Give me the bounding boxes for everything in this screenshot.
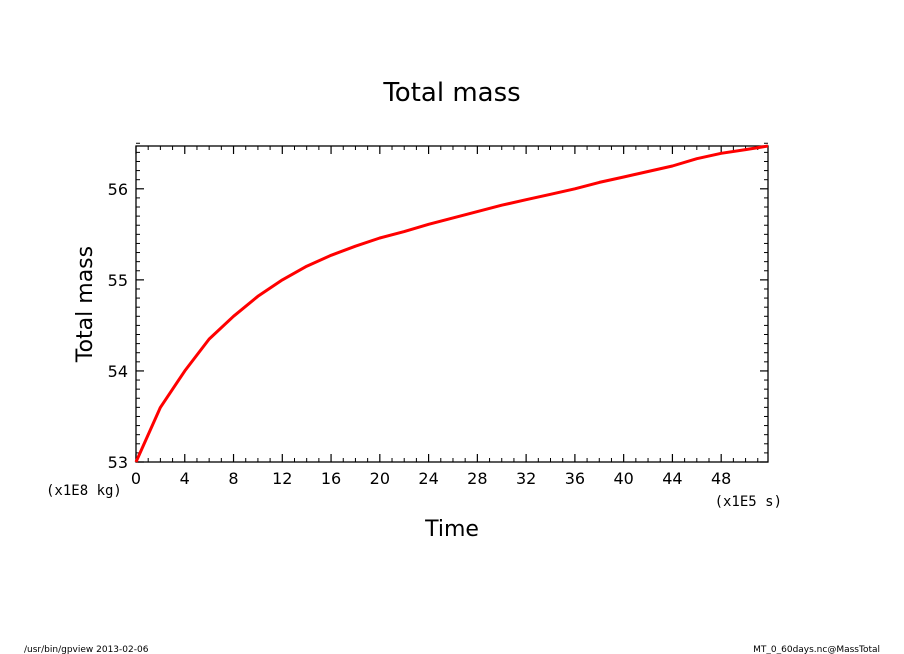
x-tick-label: 12 bbox=[272, 469, 292, 488]
x-tick-label: 44 bbox=[662, 469, 682, 488]
plot-frame bbox=[135, 145, 769, 463]
x-tick-label: 8 bbox=[228, 469, 238, 488]
x-tick-label: 28 bbox=[467, 469, 487, 488]
y-axis-label: Total mass bbox=[73, 246, 98, 363]
x-tick-label: 4 bbox=[180, 469, 190, 488]
y-tick-label: 54 bbox=[108, 362, 128, 381]
x-tick-label: 36 bbox=[565, 469, 585, 488]
footer-right: MT_0_60days.nc@MassTotal bbox=[753, 645, 880, 654]
x-tick-label: 40 bbox=[613, 469, 633, 488]
x-tick-label: 32 bbox=[516, 469, 536, 488]
axis-ticks bbox=[135, 142, 768, 463]
x-tick-labels: 0 4 8 12 16 20 24 28 32 36 40 44 48 bbox=[131, 469, 731, 488]
x-axis-label: Time bbox=[424, 517, 479, 542]
footer-left: /usr/bin/gpview 2013-02-06 bbox=[24, 645, 149, 654]
x-tick-label: 16 bbox=[321, 469, 341, 488]
x-unit-label: (x1E5 s) bbox=[715, 494, 782, 510]
y-tick-labels: 53 54 55 56 bbox=[108, 180, 128, 472]
y-tick-label: 56 bbox=[108, 180, 128, 199]
x-tick-label: 20 bbox=[370, 469, 390, 488]
y-tick-label: 55 bbox=[108, 271, 128, 290]
y-tick-label: 53 bbox=[108, 453, 128, 472]
y-unit-label: (x1E8 kg) bbox=[46, 483, 122, 499]
x-tick-label: 0 bbox=[131, 469, 141, 488]
series-line bbox=[134, 144, 769, 463]
x-tick-label: 48 bbox=[711, 469, 731, 488]
chart-title: Total mass bbox=[382, 78, 520, 108]
x-tick-label: 24 bbox=[418, 469, 438, 488]
